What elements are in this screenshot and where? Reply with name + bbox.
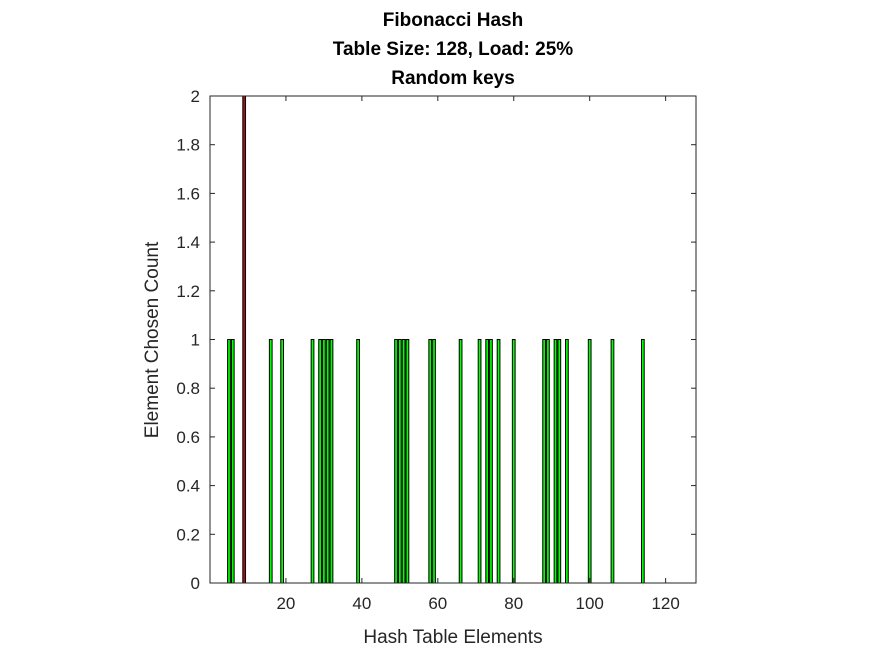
bar-19 [280,339,284,584]
bar-9 [242,95,247,584]
bar-49 [394,339,398,584]
bar-27 [310,339,315,584]
bar-74 [489,339,493,584]
bar-39 [356,339,360,584]
bar-59 [432,339,436,584]
y-tick-label: 2 [191,87,200,106]
bars-group [227,95,645,584]
y-tick-label: 0 [191,574,200,593]
x-tick-label: 100 [576,594,604,613]
bar-114 [640,339,645,584]
bar-106 [610,339,615,584]
y-tick-label: 0.4 [176,477,200,496]
x-tick-label: 120 [651,594,679,613]
x-tick-label: 60 [428,594,447,613]
bar-16 [268,339,273,584]
bar-100 [587,339,592,584]
y-tick-label: 1 [191,331,200,350]
bar-89 [546,339,550,584]
bar-66 [458,339,463,584]
x-tick-label: 20 [276,594,295,613]
bar-76 [496,339,501,584]
bar-30 [322,339,326,584]
x-tick-label: 80 [504,594,523,613]
y-tick-label: 1.2 [176,282,200,301]
chart-title-line-2: Table Size: 128, Load: 25% [333,39,574,60]
bar-6 [230,339,235,584]
chart-title-line-3: Random keys [391,68,515,89]
bar-51 [401,339,406,584]
x-ticks-group: 20 40 60 80 100 120 [276,96,680,613]
bar-58 [428,339,433,584]
y-tick-label: 1.6 [176,184,200,203]
bar-71 [477,339,482,584]
bar-91 [553,339,558,584]
bar-31 [325,339,330,584]
bar-5 [227,339,231,584]
bar-94 [565,339,569,584]
bar-73 [485,339,490,584]
y-tick-label: 0.2 [176,525,200,544]
x-tick-label: 40 [352,594,371,613]
y-ticks-group: 0 0.2 0.4 0.6 0.8 1 1.2 1.4 1.6 1.8 2 [176,87,696,593]
y-axis-label: Element Chosen Count [142,241,163,438]
y-tick-label: 1.4 [176,233,200,252]
y-tick-label: 0.6 [176,428,200,447]
y-tick-label: 0.8 [176,379,200,398]
bar-29 [318,339,322,584]
bar-52 [405,339,410,584]
y-tick-label: 1.8 [176,136,200,155]
bar-88 [542,339,546,584]
bar-92 [557,339,562,584]
bar-50 [397,339,402,584]
bar-32 [329,339,334,584]
x-axis-label: Hash Table Elements [363,627,542,648]
chart-title-line-1: Fibonacci Hash [383,10,523,31]
bar-80 [511,339,516,584]
